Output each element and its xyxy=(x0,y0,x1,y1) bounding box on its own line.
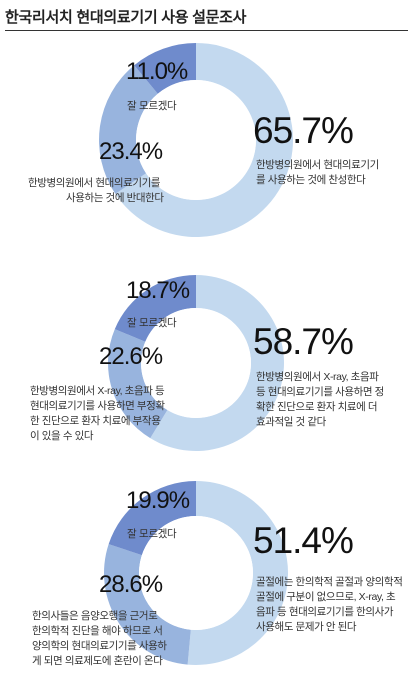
donut-chart-3 xyxy=(104,481,288,665)
slice-oppose xyxy=(104,544,191,665)
dont-know-label: 잘 모르겠다 xyxy=(127,528,177,540)
title-divider xyxy=(5,30,408,31)
slice-oppose xyxy=(108,329,168,439)
support-description: 한방병의원에서 X-ray, 초음파 등 현대의료기기를 사용하면 정 확한 진… xyxy=(256,371,384,428)
oppose-description: 한의사들은 음양오행을 근거로 한의학적 진단을 해야 하므로 서 양의학의 현… xyxy=(32,610,167,667)
support-value: 51.4% xyxy=(253,520,354,561)
dont-know-label: 잘 모르겠다 xyxy=(127,100,177,112)
slice-support xyxy=(187,481,288,665)
oppose-value: 23.4% xyxy=(99,138,163,165)
donut-hole xyxy=(139,516,253,630)
donut-hole xyxy=(141,308,251,418)
donut-chart-2 xyxy=(108,275,284,451)
support-description: 골절에는 한의학적 골절과 양의학적 골절에 구분이 없으므로, X-ray, … xyxy=(256,576,403,633)
dont-know-value: 19.9% xyxy=(126,487,190,514)
slice-support xyxy=(150,275,284,451)
slice-support xyxy=(115,43,293,237)
dont-know-value: 11.0% xyxy=(126,58,188,85)
oppose-description: 한방병의원에서 X-ray, 초음파 등 현대의료기기를 사용하면 부정확 한 … xyxy=(30,385,165,442)
slice-dont-know xyxy=(108,481,196,556)
dont-know-label: 잘 모르겠다 xyxy=(127,317,177,329)
oppose-description: 한방병의원에서 현대의료기기를 사용하는 것에 반대한다 xyxy=(28,177,164,204)
donut-chart-1 xyxy=(98,43,293,237)
survey-panel-3: 19.9% 잘 모르겠다 28.6% 한의사들은 음양오행을 근거로 한의학적 … xyxy=(0,475,413,690)
slice-dont-know xyxy=(114,275,196,342)
survey-panel-1: 11.0% 잘 모르겠다 23.4% 한방병의원에서 현대의료기기를 사용하는 … xyxy=(0,40,413,255)
slice-dont-know xyxy=(134,43,196,94)
oppose-value: 28.6% xyxy=(99,571,163,598)
support-value: 58.7% xyxy=(253,321,354,362)
support-value: 65.7% xyxy=(253,110,354,151)
oppose-value: 22.6% xyxy=(99,343,163,370)
support-description: 한방병의원에서 현대의료기기 를 사용하는 것에 찬성한다 xyxy=(256,159,379,186)
page-title: 한국리서치 현대의료기기 사용 설문조사 xyxy=(5,9,247,26)
donut-hole xyxy=(136,80,256,200)
slice-oppose xyxy=(98,65,158,194)
survey-panel-2: 18.7% 잘 모르겠다 22.6% 한방병의원에서 X-ray, 초음파 등 … xyxy=(0,263,413,478)
dont-know-value: 18.7% xyxy=(126,277,190,304)
